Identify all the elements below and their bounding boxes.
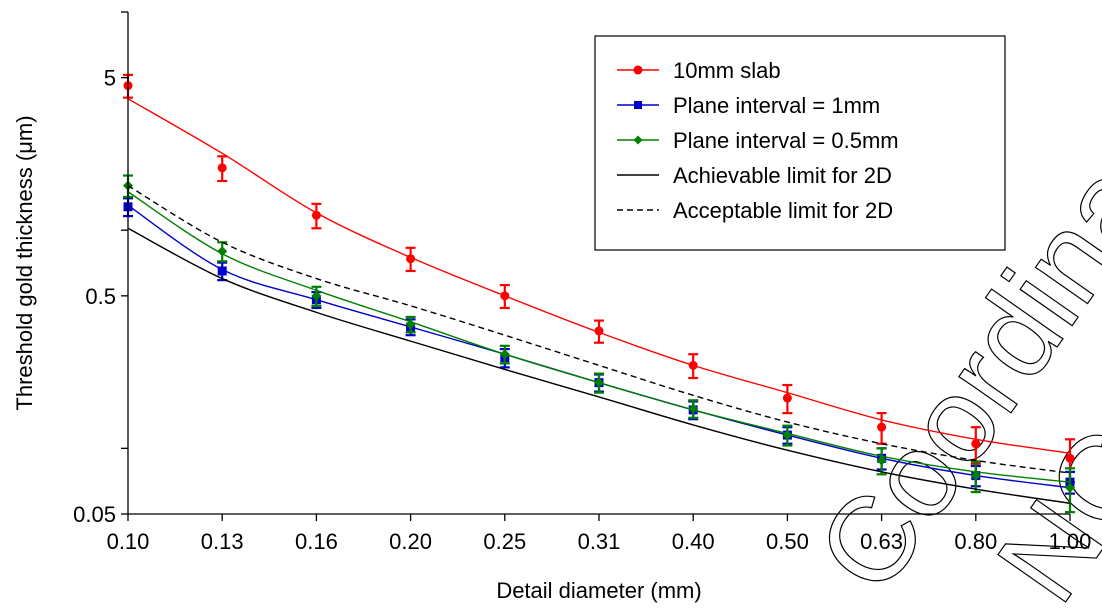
x-tick-label: 0.10 — [107, 529, 150, 554]
legend-label: Achievable limit for 2D — [673, 163, 892, 188]
data-point — [783, 394, 792, 403]
data-point — [312, 211, 321, 220]
legend: 10mm slab Plane interval = 1mm Plane inter… — [595, 36, 1005, 250]
x-tick-label: 1.00 — [1049, 529, 1092, 554]
x-tick-label: 0.40 — [672, 529, 715, 554]
legend-marker — [634, 66, 643, 75]
data-point — [406, 254, 415, 263]
legend-label: Plane interval = 1mm — [673, 93, 880, 118]
data-point — [218, 163, 227, 172]
data-point — [595, 326, 604, 335]
x-tick-label: 0.16 — [295, 529, 338, 554]
legend-marker — [634, 101, 642, 109]
data-point — [500, 291, 509, 300]
x-tick-label: 0.63 — [860, 529, 903, 554]
y-tick-label: 5 — [104, 66, 116, 91]
data-point — [877, 423, 886, 432]
y-tick-label: 0.5 — [85, 284, 116, 309]
legend-label: 10mm slab — [673, 58, 781, 83]
x-tick-label: 0.50 — [766, 529, 809, 554]
y-axis-title: Threshold gold thickness (μm) — [12, 115, 37, 410]
legend-label: Plane interval = 0.5mm — [673, 128, 899, 153]
legend-label: Acceptable limit for 2D — [673, 198, 893, 223]
data-point — [689, 361, 698, 370]
data-point — [218, 266, 227, 275]
data-point — [1066, 454, 1075, 463]
y-tick-label: 0.05 — [73, 502, 116, 527]
data-point — [971, 439, 980, 448]
x-tick-label: 0.31 — [578, 529, 621, 554]
x-tick-label: 0.25 — [483, 529, 526, 554]
x-tick-label: 0.80 — [954, 529, 997, 554]
x-tick-label: 0.20 — [389, 529, 432, 554]
x-tick-label: 0.13 — [201, 529, 244, 554]
x-axis-title: Detail diameter (mm) — [496, 578, 701, 603]
